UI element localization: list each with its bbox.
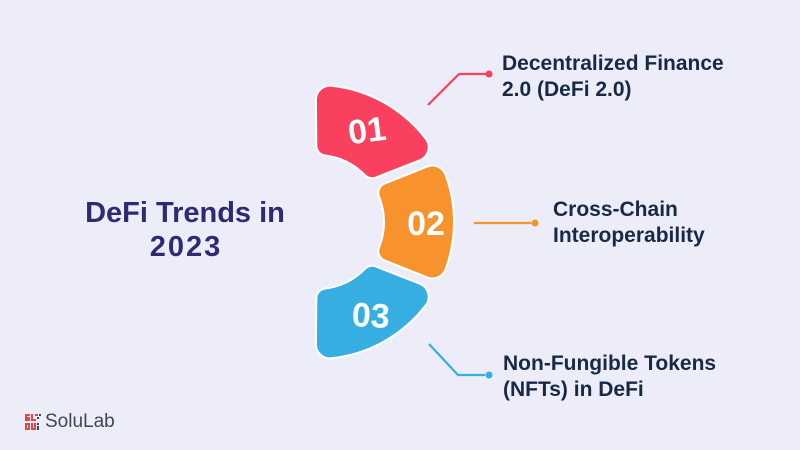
svg-text:03: 03 [351,296,391,336]
svg-text:01: 01 [346,110,388,152]
svg-text:02: 02 [407,205,445,243]
